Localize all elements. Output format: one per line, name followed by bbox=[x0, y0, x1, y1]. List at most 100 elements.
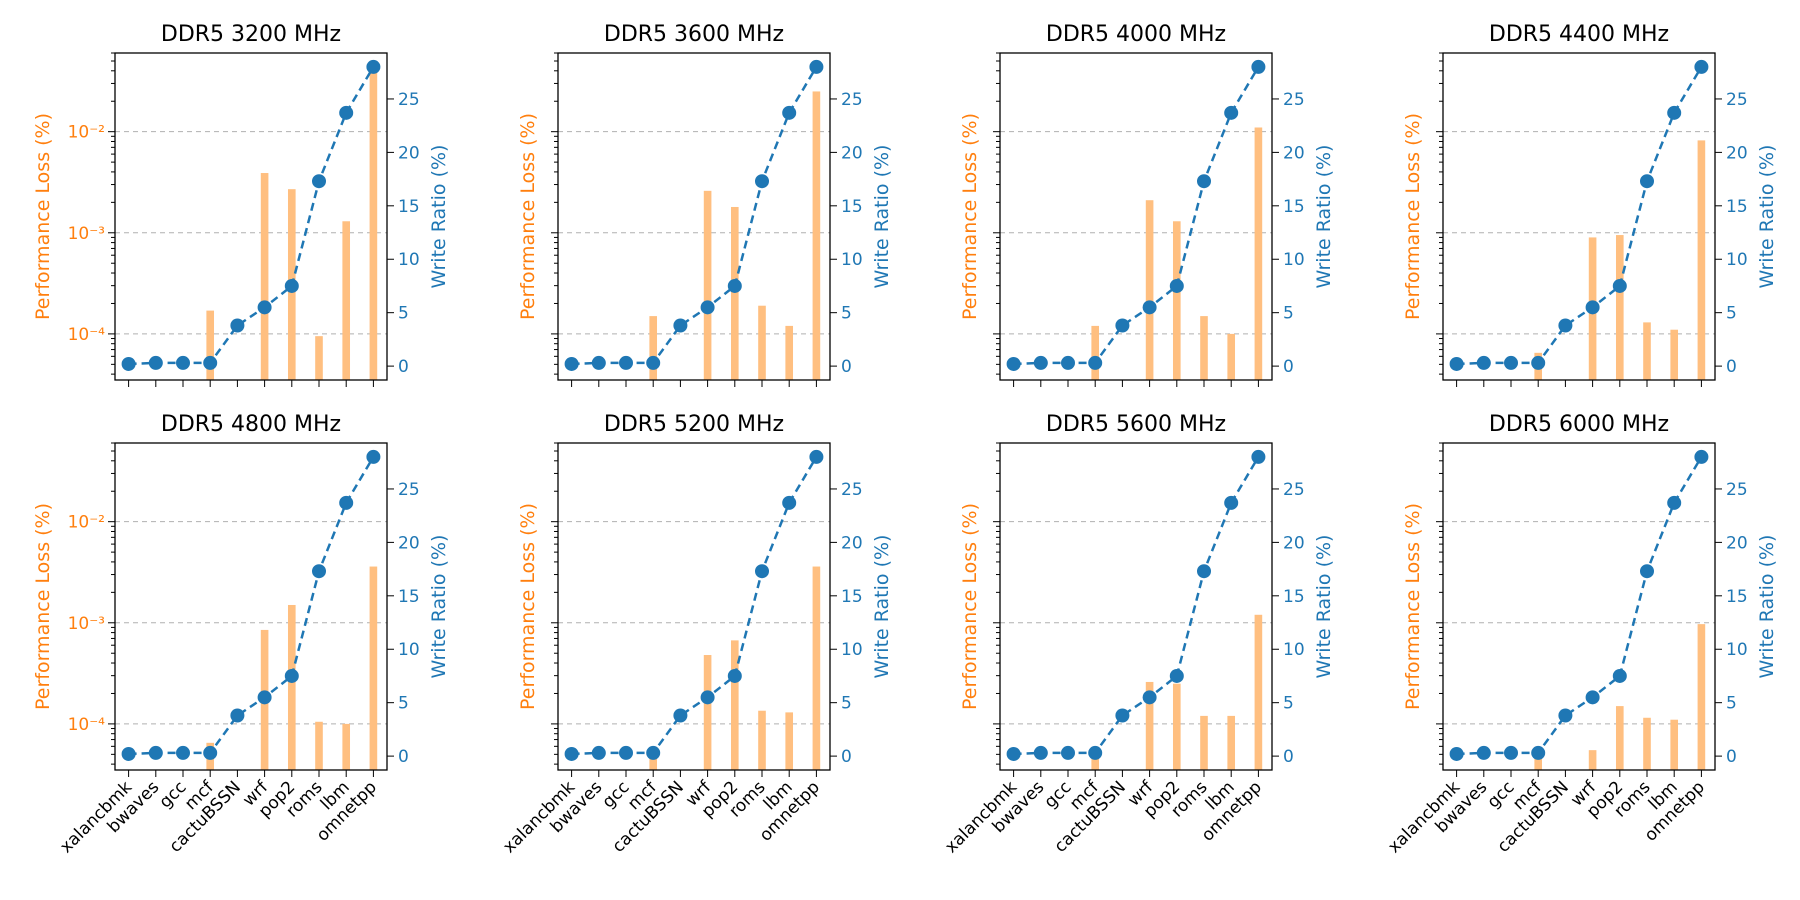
right-tick-label: 15 bbox=[1726, 587, 1748, 607]
write-ratio-point bbox=[312, 174, 326, 189]
write-ratio-point bbox=[564, 746, 579, 761]
write-ratio-point bbox=[1224, 495, 1239, 510]
perf-loss-bar bbox=[703, 655, 712, 770]
write-ratio-point bbox=[1504, 745, 1518, 760]
right-tick-label: 10 bbox=[1283, 640, 1305, 660]
left-tick-label: 10⁻³ bbox=[68, 224, 105, 244]
write-ratio-point bbox=[1088, 355, 1103, 370]
perf-loss-bar bbox=[758, 305, 766, 380]
right-axis-label: Write Ratio (%) bbox=[1756, 145, 1778, 289]
panel-title: DDR5 6000 MHz bbox=[1489, 412, 1669, 437]
plot-frame bbox=[1442, 442, 1716, 771]
write-ratio-point bbox=[1640, 174, 1654, 189]
perf-loss-bar bbox=[1670, 329, 1679, 380]
right-tick-label: 0 bbox=[1283, 357, 1294, 377]
right-tick-label: 25 bbox=[398, 480, 420, 500]
perf-loss-bar bbox=[1227, 333, 1236, 380]
write-ratio-point bbox=[1251, 449, 1266, 464]
chart-panel: DDR5 5600 MHz Performance Loss (%) 0 5 10 15 2… bbox=[941, 412, 1335, 857]
chart-panel: DDR5 6000 MHz Performance Loss (%) 0 5 10 15 2… bbox=[1384, 412, 1778, 857]
plot-frame bbox=[114, 52, 388, 381]
write-ratio-point bbox=[1531, 745, 1546, 760]
chart-panel: DDR5 4000 MHz Performance Loss (%) 0 5 10 15 2… bbox=[959, 22, 1335, 387]
right-tick-label: 15 bbox=[841, 587, 863, 607]
write-ratio-point bbox=[1115, 318, 1130, 333]
right-axis-label: Write Ratio (%) bbox=[1756, 535, 1778, 679]
write-ratio-point bbox=[1115, 708, 1130, 723]
perf-loss-bar bbox=[1254, 614, 1263, 770]
perf-loss-bar bbox=[260, 173, 269, 380]
write-ratio-point bbox=[1667, 105, 1682, 120]
perf-loss-bar bbox=[369, 566, 378, 770]
right-tick-label: 15 bbox=[398, 197, 420, 217]
perf-loss-bar bbox=[1172, 683, 1181, 770]
write-ratio-point bbox=[176, 355, 190, 370]
left-tick-label: 10⁻² bbox=[68, 123, 105, 143]
left-axis-label: Performance Loss (%) bbox=[959, 113, 981, 320]
right-axis-label: Write Ratio (%) bbox=[871, 145, 893, 289]
perf-loss-bar bbox=[1534, 754, 1543, 770]
write-ratio-point bbox=[230, 708, 245, 723]
left-axis-label: Performance Loss (%) bbox=[517, 113, 539, 320]
right-tick-label: 5 bbox=[398, 694, 409, 714]
panel-title: DDR5 3200 MHz bbox=[161, 22, 341, 47]
right-tick-label: 0 bbox=[841, 747, 852, 767]
panel-title: DDR5 5600 MHz bbox=[1046, 412, 1226, 437]
right-tick-label: 0 bbox=[1283, 747, 1294, 767]
perf-loss-bar bbox=[1615, 706, 1624, 770]
write-ratio-point bbox=[284, 278, 299, 293]
write-ratio-point bbox=[1061, 745, 1075, 760]
write-ratio-point bbox=[1504, 355, 1518, 370]
write-ratio-point bbox=[646, 355, 661, 370]
perf-loss-bar bbox=[1200, 316, 1208, 380]
right-tick-label: 25 bbox=[841, 90, 863, 110]
right-tick-label: 20 bbox=[841, 143, 863, 163]
write-ratio-point bbox=[755, 174, 769, 189]
chart-panel: DDR5 3200 MHz 10⁻⁴ 10⁻³ 10⁻² Performance Los… bbox=[32, 22, 450, 387]
chart-panel: DDR5 4800 MHz 10⁻⁴ 10⁻³ 10⁻² Performance Los… bbox=[32, 412, 450, 857]
perf-loss-bar bbox=[206, 310, 215, 380]
right-tick-label: 20 bbox=[1283, 533, 1305, 553]
write-ratio-point bbox=[591, 355, 606, 370]
right-axis-label: Write Ratio (%) bbox=[1313, 145, 1335, 289]
write-ratio-line bbox=[571, 456, 818, 756]
write-ratio-point bbox=[1224, 105, 1239, 120]
panel-title: DDR5 4000 MHz bbox=[1046, 22, 1226, 47]
perf-loss-bar bbox=[1643, 717, 1651, 770]
write-ratio-point bbox=[1251, 59, 1266, 74]
perf-loss-bar bbox=[785, 712, 794, 770]
right-tick-label: 25 bbox=[1726, 480, 1748, 500]
write-ratio-point bbox=[203, 355, 218, 370]
write-ratio-point bbox=[1694, 449, 1709, 464]
write-ratio-point bbox=[1169, 668, 1184, 683]
write-ratio-line bbox=[128, 456, 375, 756]
write-ratio-point bbox=[727, 668, 742, 683]
write-ratio-point bbox=[366, 449, 381, 464]
write-ratio-point bbox=[284, 668, 299, 683]
perf-loss-bar bbox=[649, 316, 658, 380]
right-tick-label: 0 bbox=[398, 747, 409, 767]
write-ratio-point bbox=[1476, 355, 1491, 370]
perf-loss-bar bbox=[1588, 750, 1597, 770]
write-ratio-point bbox=[339, 495, 354, 510]
plot-frame bbox=[557, 442, 831, 771]
perf-loss-bar bbox=[1643, 322, 1651, 380]
write-ratio-point bbox=[1558, 708, 1573, 723]
chart-panel: DDR5 3600 MHz Performance Loss (%) 0 5 10 15 2… bbox=[517, 22, 893, 387]
perf-loss-bar bbox=[730, 640, 739, 770]
write-ratio-line bbox=[571, 66, 818, 366]
perf-loss-bar bbox=[703, 190, 712, 380]
right-tick-label: 15 bbox=[398, 587, 420, 607]
plot-frame bbox=[1442, 52, 1716, 381]
write-ratio-point bbox=[1088, 745, 1103, 760]
left-axis-label: Performance Loss (%) bbox=[1402, 503, 1424, 710]
write-ratio-point bbox=[1558, 318, 1573, 333]
perf-loss-bar bbox=[1200, 715, 1208, 770]
right-tick-label: 10 bbox=[398, 640, 420, 660]
write-ratio-point bbox=[782, 495, 797, 510]
left-axis-label: Performance Loss (%) bbox=[32, 503, 54, 710]
perf-loss-bar bbox=[1227, 715, 1236, 770]
write-ratio-point bbox=[1061, 355, 1075, 370]
write-ratio-point bbox=[312, 564, 326, 579]
